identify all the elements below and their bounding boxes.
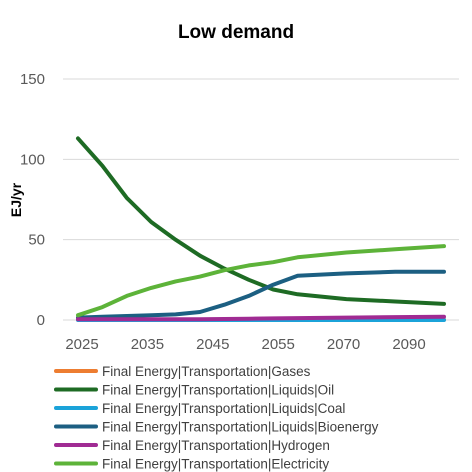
series-line-5 <box>76 244 446 318</box>
y-tick-label: 100 <box>20 151 45 168</box>
y-tick-label: 0 <box>37 312 45 329</box>
x-tick-labels: 2025 2035 2045 2055 2070 2090 <box>65 336 425 353</box>
series-line-3 <box>76 269 446 320</box>
chart-title: Low demand <box>178 22 294 43</box>
y-tick-label: 50 <box>28 232 45 249</box>
legend-label: Final Energy|Transportation|Electricity <box>102 457 329 472</box>
legend-label: Final Energy|Transportation|Liquids|Oil <box>102 383 334 398</box>
legend-label: Final Energy|Transportation|Gases <box>102 364 311 379</box>
series-lines <box>76 136 446 322</box>
y-tick-label: 150 <box>20 71 45 88</box>
x-tick-label: 2045 <box>196 336 229 353</box>
y-axis-label: EJ/yr <box>8 182 24 217</box>
legend-label: Final Energy|Transportation|Liquids|Coal <box>102 401 345 416</box>
legend-label: Final Energy|Transportation|Hydrogen <box>102 438 330 453</box>
x-tick-label: 2035 <box>131 336 164 353</box>
x-tick-label: 2025 <box>65 336 98 353</box>
x-tick-label: 2090 <box>392 336 425 353</box>
x-tick-label: 2055 <box>262 336 295 353</box>
series-line-1 <box>76 136 446 306</box>
legend-label: Final Energy|Transportation|Liquids|Bioe… <box>102 420 379 435</box>
x-tick-label: 2070 <box>327 336 360 353</box>
y-tick-labels: 0 50 100 150 <box>20 71 45 329</box>
series-line-4 <box>76 314 446 322</box>
legend: Final Energy|Transportation|Gases Final E… <box>54 364 379 472</box>
